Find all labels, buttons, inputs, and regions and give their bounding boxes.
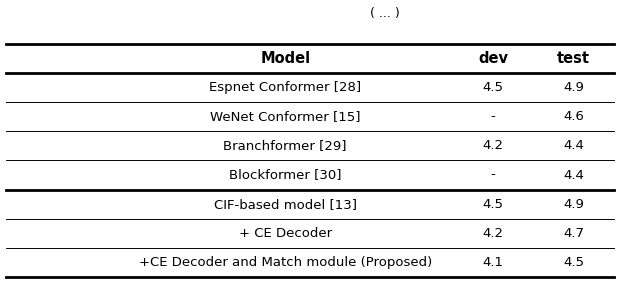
Text: CIF-based model [13]: CIF-based model [13] (214, 198, 356, 211)
Text: 4.4: 4.4 (563, 139, 584, 153)
Text: 4.7: 4.7 (563, 227, 584, 240)
Text: dev: dev (478, 51, 508, 66)
Text: Model: Model (260, 51, 310, 66)
Text: +CE Decoder and Match module (Proposed): +CE Decoder and Match module (Proposed) (139, 256, 432, 269)
Text: test: test (557, 51, 590, 66)
Text: 4.5: 4.5 (482, 81, 503, 94)
Text: 4.6: 4.6 (563, 110, 584, 123)
Text: 4.4: 4.4 (563, 168, 584, 181)
Text: Branchformer [29]: Branchformer [29] (223, 139, 347, 153)
Text: -: - (490, 168, 495, 181)
Text: 4.9: 4.9 (563, 198, 584, 211)
Text: + CE Decoder: + CE Decoder (239, 227, 332, 240)
Text: Blockformer [30]: Blockformer [30] (229, 168, 342, 181)
Text: 4.5: 4.5 (482, 198, 503, 211)
Text: 4.9: 4.9 (563, 81, 584, 94)
Text: WeNet Conformer [15]: WeNet Conformer [15] (210, 110, 360, 123)
Text: -: - (490, 110, 495, 123)
Text: 4.5: 4.5 (563, 256, 584, 269)
Text: ( ... ): ( ... ) (370, 7, 399, 20)
Text: 4.2: 4.2 (482, 227, 503, 240)
Text: 4.1: 4.1 (482, 256, 503, 269)
Text: Espnet Conformer [28]: Espnet Conformer [28] (209, 81, 361, 94)
Text: 4.2: 4.2 (482, 139, 503, 153)
